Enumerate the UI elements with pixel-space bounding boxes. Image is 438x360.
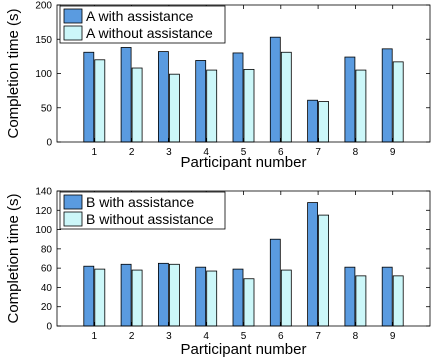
bar-without-assistance-7 [318, 101, 330, 143]
bar-with-assistance-8 [344, 56, 356, 143]
y-tick-label: 0 [46, 138, 52, 149]
x-tick-label: 3 [166, 331, 172, 342]
y-tick-label: 20 [41, 302, 53, 313]
bar-with-assistance-5 [232, 52, 244, 143]
bar-with-assistance-2 [120, 263, 132, 327]
bar-with-assistance-7 [307, 202, 319, 327]
bar-with-assistance-8 [344, 266, 356, 327]
bar-with-assistance-4 [195, 60, 207, 143]
y-axis-label: Completion time (s) [5, 193, 22, 323]
bar-with-assistance-4 [195, 266, 207, 327]
bar-without-assistance-8 [355, 69, 367, 143]
y-tick-label: 100 [35, 225, 52, 236]
legend-label-without-assistance: B without assistance [86, 211, 214, 227]
x-axis-label: Participant number [181, 341, 307, 358]
x-tick-label: 1 [92, 331, 98, 342]
bar-without-assistance-6 [280, 51, 292, 143]
bar-with-assistance-1 [83, 265, 95, 327]
bar-with-assistance-1 [83, 51, 95, 143]
bar-with-assistance-2 [120, 47, 132, 143]
bar-without-assistance-4 [206, 69, 218, 143]
legend-label-with-assistance: B with assistance [86, 194, 194, 210]
bar-with-assistance-3 [157, 51, 169, 143]
legend-label-with-assistance: A with assistance [86, 8, 194, 24]
bar-without-assistance-2 [131, 67, 143, 143]
bar-without-assistance-8 [355, 275, 367, 327]
x-tick-label: 6 [278, 147, 284, 158]
y-tick-label: 100 [35, 69, 52, 80]
y-tick-label: 40 [41, 283, 53, 294]
legend-label-without-assistance: A without assistance [86, 25, 213, 41]
x-tick-label: 9 [390, 331, 396, 342]
x-tick-label: 4 [203, 331, 209, 342]
bar-without-assistance-3 [168, 73, 180, 143]
bar-without-assistance-9 [392, 61, 404, 143]
bar-with-assistance-5 [232, 268, 244, 327]
legend-swatch-without-assistance [63, 25, 83, 41]
y-axis-label: Completion time (s) [5, 8, 22, 138]
bar-without-assistance-3 [168, 263, 180, 327]
y-tick-label: 0 [46, 322, 52, 333]
bar-with-assistance-6 [269, 36, 281, 143]
bar-without-assistance-1 [94, 59, 106, 143]
bar-without-assistance-1 [94, 268, 106, 327]
bar-with-assistance-7 [307, 99, 319, 143]
x-tick-label: 7 [315, 147, 321, 158]
bar-without-assistance-7 [318, 214, 330, 327]
bar-without-assistance-4 [206, 270, 218, 327]
x-tick-label: 5 [241, 147, 247, 158]
bar-without-assistance-6 [280, 269, 292, 327]
x-tick-label: 2 [129, 331, 135, 342]
chart-panel-2: 0 20 40 60 80 100 120 140 1 2 3 4 5 6 7 8 9 Participant n… [5, 187, 431, 358]
bar-with-assistance-9 [381, 48, 393, 143]
bar-with-assistance-3 [157, 262, 169, 327]
x-tick-label: 7 [315, 331, 321, 342]
legend-box [59, 191, 226, 230]
bar-without-assistance-2 [131, 269, 143, 327]
x-axis-label: Participant number [181, 154, 307, 171]
legend-box [59, 5, 226, 44]
y-tick-label: 50 [41, 103, 53, 114]
bar-without-assistance-5 [243, 68, 255, 143]
chart-panel-1: 0 50 100 150 200 1 2 3 4 5 6 7 8 9 Participant number C… [5, 1, 431, 171]
bar-without-assistance-5 [243, 278, 255, 327]
legend-swatch-with-assistance [63, 194, 83, 210]
x-tick-label: 9 [390, 147, 396, 158]
x-tick-label: 6 [278, 331, 284, 342]
x-tick-label: 2 [129, 147, 135, 158]
legend-swatch-without-assistance [63, 211, 83, 227]
y-tick-label: 150 [35, 35, 52, 46]
y-tick-label: 200 [35, 1, 52, 12]
y-tick-label: 120 [35, 206, 52, 217]
x-tick-label: 5 [241, 331, 247, 342]
x-tick-label: 1 [92, 147, 98, 158]
bar-without-assistance-9 [392, 275, 404, 327]
x-tick-label: 4 [203, 147, 209, 158]
x-tick-label: 8 [353, 147, 359, 158]
y-tick-label: 80 [41, 244, 53, 255]
y-tick-label: 140 [35, 187, 52, 198]
bar-with-assistance-6 [269, 238, 281, 327]
legend-swatch-with-assistance [63, 8, 83, 24]
x-tick-label: 3 [166, 147, 172, 158]
y-tick-label: 60 [41, 264, 53, 275]
x-tick-label: 8 [353, 331, 359, 342]
bar-with-assistance-9 [381, 266, 393, 327]
